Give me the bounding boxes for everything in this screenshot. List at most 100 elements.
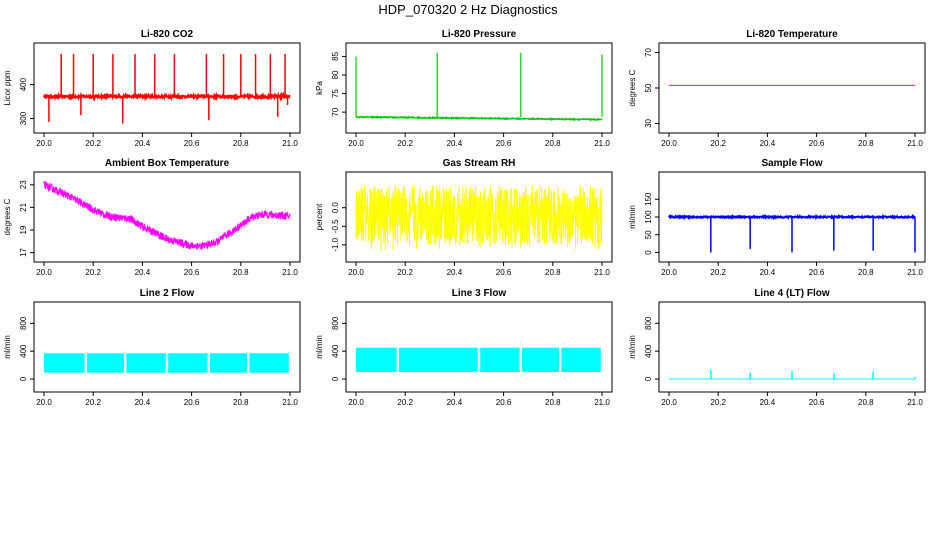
y-tick-label: 50 <box>644 230 653 239</box>
panel-title: Li-820 Pressure <box>442 29 517 40</box>
x-tick-label: 20.6 <box>184 268 200 277</box>
y-tick-label: 0 <box>644 250 653 255</box>
y-tick-label: 800 <box>19 316 28 330</box>
x-tick-label: 21.0 <box>594 268 610 277</box>
panel-title: Gas Stream RH <box>443 158 516 169</box>
x-tick-label: 20.0 <box>661 398 677 407</box>
y-axis-label: ml/min <box>315 335 324 359</box>
y-tick-label: 0 <box>19 376 28 381</box>
y-tick-label: 85 <box>331 51 340 60</box>
series-band <box>561 347 601 373</box>
y-axis-label: kPa <box>315 81 324 95</box>
series-line <box>43 180 291 250</box>
plot-frame <box>33 171 301 263</box>
y-tick-label: 75 <box>331 89 340 98</box>
x-tick-label: 20.6 <box>496 398 512 407</box>
x-tick-label: 20.8 <box>858 139 874 148</box>
x-tick-label: 20.4 <box>447 268 463 277</box>
x-tick-label: 20.8 <box>233 398 249 407</box>
y-tick-label: 23 <box>19 180 28 189</box>
x-tick-label: 21.0 <box>907 268 923 277</box>
series-band <box>126 353 166 373</box>
x-tick-label: 21.0 <box>282 268 298 277</box>
series-band <box>522 347 559 373</box>
x-tick-label: 20.0 <box>661 268 677 277</box>
series-band <box>399 347 478 373</box>
y-tick-label: 70 <box>331 107 340 116</box>
panel-title: Li-820 Temperature <box>746 29 838 40</box>
x-tick-label: 20.0 <box>661 139 677 148</box>
x-tick-label: 20.4 <box>760 139 776 148</box>
series-band <box>168 353 208 373</box>
series-line <box>355 115 603 122</box>
x-tick-label: 20.0 <box>36 268 52 277</box>
series-band <box>44 353 85 373</box>
y-tick-label: 400 <box>644 344 653 358</box>
x-tick-label: 20.0 <box>348 139 364 148</box>
panel-line3: Line 3 Flow ml/min 20.0 20.2 20.4 20.6 20.8 21.… <box>315 288 613 407</box>
x-tick-label: 20.2 <box>397 268 413 277</box>
x-tick-label: 20.6 <box>184 398 200 407</box>
y-tick-label: -0.5 <box>331 219 340 233</box>
x-tick-label: 20.8 <box>545 398 561 407</box>
panel-boxtemp: Ambient Box Temperature degrees C 20.0 20.2… <box>3 158 301 277</box>
plot-frame <box>33 301 301 393</box>
panel-li820temp: Li-820 Temperature degrees C 20.0 20.2 20.4 2… <box>628 29 926 148</box>
x-tick-label: 20.6 <box>809 268 825 277</box>
y-axis-label: degrees C <box>3 198 12 235</box>
x-tick-label: 20.2 <box>85 139 101 148</box>
plot-frame <box>33 42 301 134</box>
panel-line4: Line 4 (LT) Flow ml/min 20.0 20.2 20.4 20.6 20… <box>628 288 926 407</box>
panel-title: Sample Flow <box>761 158 822 169</box>
x-tick-label: 21.0 <box>282 139 298 148</box>
panel-line2: Line 2 Flow ml/min 20.0 20.2 20.4 20.6 20.8 21.… <box>3 288 301 407</box>
series-band <box>210 353 247 373</box>
y-tick-label: 400 <box>331 344 340 358</box>
x-tick-label: 20.8 <box>545 139 561 148</box>
plot-frame <box>345 171 613 263</box>
y-tick-label: 80 <box>331 70 340 79</box>
y-tick-label: 70 <box>644 48 653 57</box>
x-tick-label: 21.0 <box>594 398 610 407</box>
y-tick-label: 800 <box>644 316 653 330</box>
x-tick-label: 20.2 <box>397 398 413 407</box>
panel-title: Line 3 Flow <box>452 288 507 299</box>
x-tick-label: 20.8 <box>858 268 874 277</box>
y-tick-label: 300 <box>19 111 28 125</box>
y-tick-label: -1.0 <box>331 237 340 251</box>
x-tick-label: 20.0 <box>36 398 52 407</box>
x-tick-label: 21.0 <box>907 398 923 407</box>
y-tick-label: 30 <box>644 118 653 127</box>
panel-rh: Gas Stream RH percent 20.0 20.2 20.4 20.6 20.8… <box>315 158 613 277</box>
x-tick-label: 20.8 <box>545 268 561 277</box>
y-axis-label: ml/min <box>3 335 12 359</box>
x-tick-label: 20.2 <box>85 268 101 277</box>
series-band <box>480 347 520 373</box>
panel-co2: Li-820 CO2 Licor ppm 20.0 20.2 20.4 20.6 20.8 2… <box>3 29 301 148</box>
series-line <box>355 185 603 251</box>
panel-title: Ambient Box Temperature <box>105 158 230 169</box>
y-tick-label: 100 <box>644 210 653 224</box>
plot-frame <box>658 301 926 393</box>
figure-title: HDP_070320 2 Hz Diagnostics <box>378 2 558 17</box>
x-tick-label: 20.4 <box>760 398 776 407</box>
y-tick-label: 19 <box>19 225 28 234</box>
x-tick-label: 20.2 <box>710 268 726 277</box>
x-tick-label: 20.2 <box>710 398 726 407</box>
x-tick-label: 20.6 <box>496 139 512 148</box>
y-tick-label: 50 <box>644 83 653 92</box>
series-band <box>356 347 397 373</box>
y-tick-label: 400 <box>19 344 28 358</box>
x-tick-label: 21.0 <box>907 139 923 148</box>
y-axis-label: percent <box>315 203 324 230</box>
panel-title: Li-820 CO2 <box>141 29 194 40</box>
x-tick-label: 20.4 <box>447 139 463 148</box>
x-tick-label: 20.4 <box>135 398 151 407</box>
x-tick-label: 20.0 <box>36 139 52 148</box>
x-tick-label: 20.6 <box>496 268 512 277</box>
x-tick-label: 20.2 <box>85 398 101 407</box>
x-tick-label: 20.6 <box>809 398 825 407</box>
plot-frame <box>345 301 613 393</box>
panel-pressure: Li-820 Pressure kPa 20.0 20.2 20.4 20.6 20.8 21… <box>315 29 613 148</box>
